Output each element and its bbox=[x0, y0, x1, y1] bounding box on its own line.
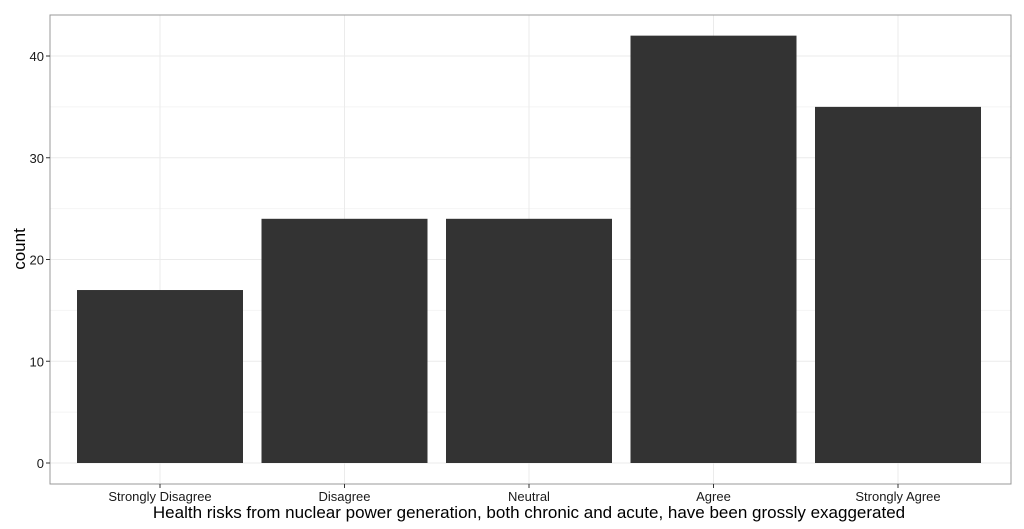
x-tick-label: Strongly Agree bbox=[855, 489, 940, 504]
bar bbox=[261, 218, 428, 463]
y-tick-label: 30 bbox=[30, 151, 44, 166]
x-tick-label: Strongly Disagree bbox=[108, 489, 211, 504]
x-axis-ticks: Strongly Disagree Disagree Neutral Agree Str… bbox=[108, 484, 941, 504]
bar bbox=[815, 106, 981, 463]
x-tick-label: Neutral bbox=[508, 489, 550, 504]
y-tick-label: 20 bbox=[30, 253, 44, 268]
x-axis-title: Health risks from nuclear power generati… bbox=[153, 503, 905, 522]
y-axis-ticks: 0 10 20 30 40 bbox=[30, 49, 50, 471]
plot-panel-border bbox=[49, 14, 1012, 485]
bar bbox=[446, 218, 612, 463]
x-tick-label: Agree bbox=[696, 489, 731, 504]
y-tick-label: 0 bbox=[37, 456, 44, 471]
y-axis-title: count bbox=[10, 228, 29, 270]
y-tick-label: 40 bbox=[30, 49, 44, 64]
bar bbox=[630, 35, 797, 464]
bars bbox=[77, 35, 981, 464]
x-tick-label: Disagree bbox=[318, 489, 370, 504]
bar bbox=[77, 290, 243, 463]
y-tick-label: 10 bbox=[30, 354, 44, 369]
